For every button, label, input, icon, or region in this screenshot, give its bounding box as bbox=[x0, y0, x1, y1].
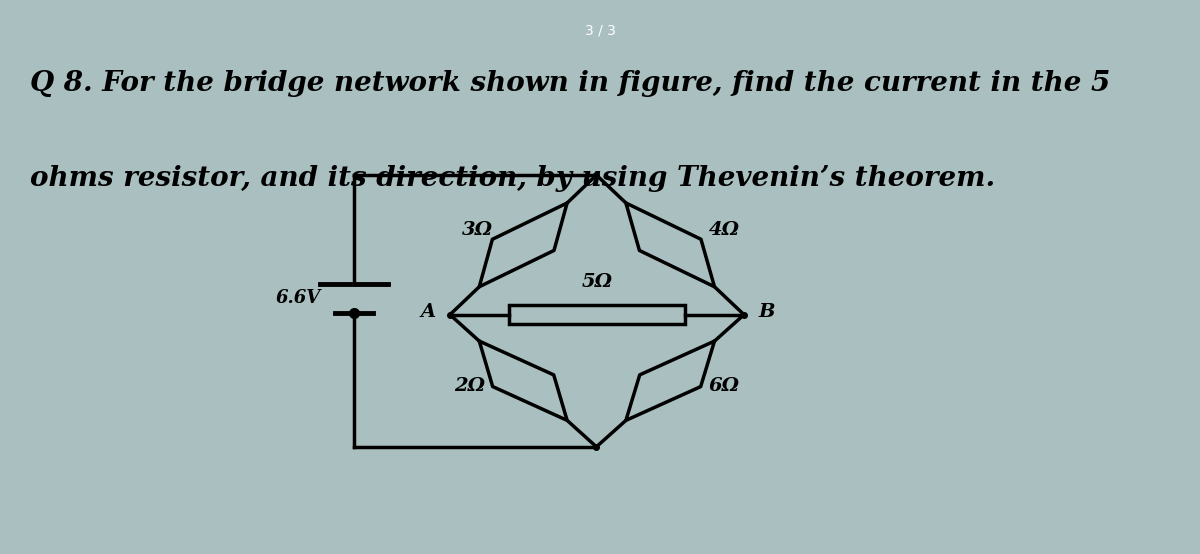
Text: A: A bbox=[420, 303, 436, 321]
Text: 5Ω: 5Ω bbox=[582, 273, 612, 291]
Bar bbox=[509, 305, 685, 324]
Text: Q 8. For the bridge network shown in figure, find the current in the 5: Q 8. For the bridge network shown in fig… bbox=[30, 70, 1110, 98]
Text: 3Ω: 3Ω bbox=[462, 221, 493, 239]
Text: 6.6V: 6.6V bbox=[275, 290, 320, 307]
Text: B: B bbox=[758, 303, 775, 321]
Text: 2Ω: 2Ω bbox=[454, 377, 485, 394]
Text: 6Ω: 6Ω bbox=[709, 377, 739, 394]
Text: 4Ω: 4Ω bbox=[709, 221, 739, 239]
Text: ohms resistor, and its direction, by using Thevenin’s theorem.: ohms resistor, and its direction, by usi… bbox=[30, 165, 995, 192]
Text: 3 / 3: 3 / 3 bbox=[584, 23, 616, 38]
